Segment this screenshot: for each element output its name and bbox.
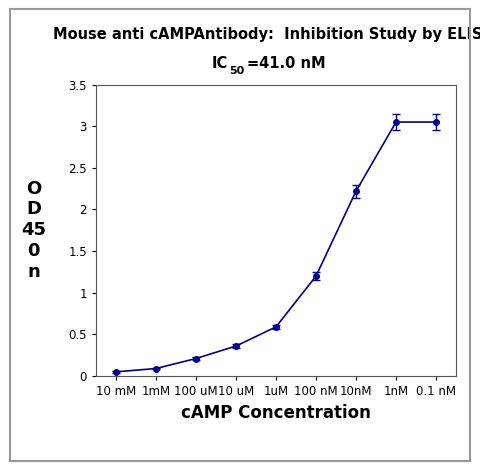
Text: 50: 50 — [229, 66, 245, 76]
Text: Mouse anti cAMPAntibody:  Inhibition Study by ELISA: Mouse anti cAMPAntibody: Inhibition Stud… — [53, 27, 480, 42]
Y-axis label: O
D
45
0
n: O D 45 0 n — [21, 180, 46, 281]
X-axis label: cAMP Concentration: cAMP Concentration — [181, 404, 371, 422]
Text: IC: IC — [211, 56, 228, 71]
Text: =41.0 nM: =41.0 nM — [247, 56, 326, 71]
